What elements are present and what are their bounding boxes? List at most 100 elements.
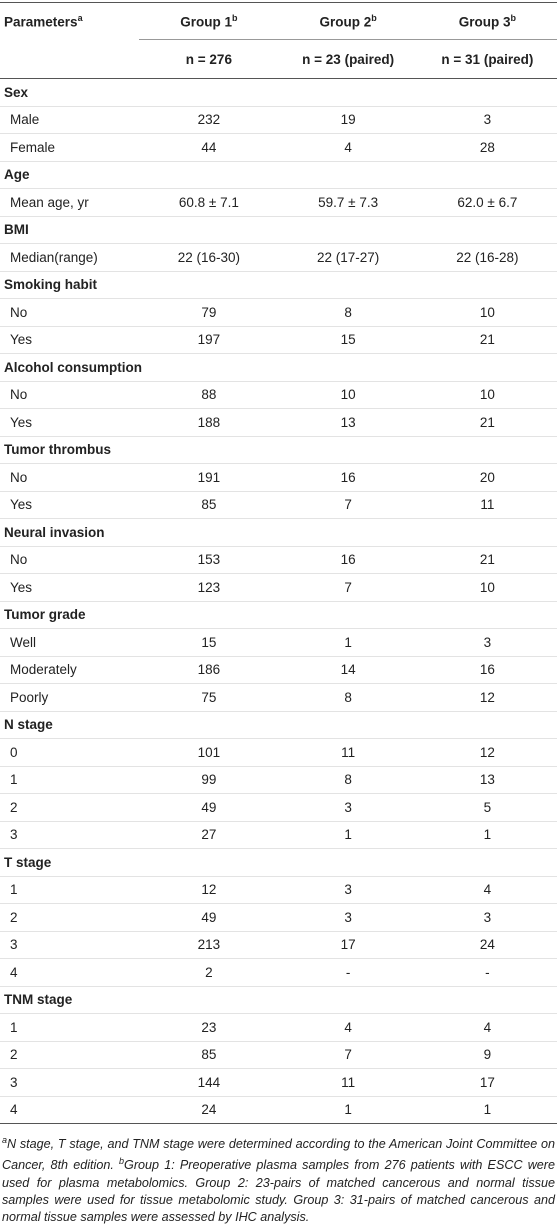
row-label: Male <box>0 106 140 134</box>
cell: 12 <box>417 738 557 767</box>
section-title: TNM stage <box>0 986 557 1014</box>
section-row: Tumor thrombus <box>0 436 557 464</box>
section-title: Smoking habit <box>0 271 557 299</box>
cell: 4 <box>417 1013 557 1042</box>
cell: 22 (16-28) <box>417 243 557 272</box>
data-row: Poorly 75 8 12 <box>0 683 557 712</box>
cell: 16 <box>278 546 418 574</box>
header-cell: Parametersa <box>0 2 140 40</box>
row-label: No <box>0 298 140 327</box>
row-label: 3 <box>0 821 140 849</box>
cell: 4 <box>278 133 418 162</box>
cell: 8 <box>278 683 418 712</box>
section-title: Tumor grade <box>0 601 557 629</box>
header-cell <box>0 39 140 79</box>
row-label: 4 <box>0 1096 140 1124</box>
header-text: Group 3 <box>458 14 511 30</box>
data-row: 2 49 3 3 <box>0 903 557 932</box>
data-row: Well 15 1 3 <box>0 628 557 657</box>
section-title: Alcohol consumption <box>0 353 557 382</box>
cell: 28 <box>417 133 557 162</box>
cell: - <box>278 958 418 987</box>
cell: 3 <box>417 628 557 657</box>
note-text: Group 1: Preoperative plasma samples fro… <box>2 1158 556 1225</box>
data-row: Male 232 19 3 <box>0 106 557 134</box>
cell: 11 <box>417 491 557 519</box>
cell: 1 <box>417 1096 557 1124</box>
cell: - <box>417 958 557 987</box>
row-label: 3 <box>0 1068 140 1097</box>
note-text: N stage, T stage, and TNM stage were det… <box>2 1137 555 1173</box>
row-label: Yes <box>0 491 140 519</box>
row-label: 0 <box>0 738 140 767</box>
cell: 21 <box>417 408 557 437</box>
cell: 15 <box>139 628 279 657</box>
cell: 3 <box>278 793 418 822</box>
data-row: 1 99 8 13 <box>0 766 557 794</box>
cell: 123 <box>139 573 279 602</box>
section-row: Neural invasion <box>0 518 557 547</box>
cell: 75 <box>139 683 279 712</box>
cell: 12 <box>417 683 557 712</box>
cell: 101 <box>139 738 279 767</box>
cell: 19 <box>278 106 418 134</box>
header-sup: b <box>371 12 377 23</box>
cell: 17 <box>417 1068 557 1097</box>
data-row: No 88 10 10 <box>0 381 557 409</box>
header-cell: Group 1b <box>139 2 279 40</box>
row-label: 2 <box>0 1041 140 1069</box>
section-row: Alcohol consumption <box>0 353 557 382</box>
cell: 13 <box>278 408 418 437</box>
section-title: BMI <box>0 216 557 244</box>
section-row: T stage <box>0 848 557 877</box>
cell: 1 <box>278 628 418 657</box>
data-row: Yes 197 15 21 <box>0 326 557 354</box>
cell: 21 <box>417 546 557 574</box>
cell: 22 (17-27) <box>278 243 418 272</box>
cell: 79 <box>139 298 279 327</box>
header-row: Parametersa Group 1b Group 2b Group 3b <box>0 2 557 40</box>
cell: 1 <box>417 821 557 849</box>
section-row: Age <box>0 161 557 189</box>
section-title: N stage <box>0 711 557 739</box>
cell: 153 <box>139 546 279 574</box>
cell: 10 <box>417 298 557 327</box>
cell: 3 <box>278 903 418 932</box>
row-label: No <box>0 381 140 409</box>
cell: 3 <box>417 903 557 932</box>
data-row: Female 44 4 28 <box>0 133 557 162</box>
row-label: No <box>0 546 140 574</box>
subheader-cell: n = 276 <box>139 39 279 79</box>
data-row: Yes 188 13 21 <box>0 408 557 437</box>
row-label: 2 <box>0 903 140 932</box>
cell: 2 <box>139 958 279 987</box>
data-row: Median(range) 22 (16-30) 22 (17-27) 22 (16-… <box>0 243 557 272</box>
cell: 16 <box>278 463 418 492</box>
cell: 14 <box>278 656 418 684</box>
cell: 4 <box>278 1013 418 1042</box>
data-row: Moderately 186 14 16 <box>0 656 557 684</box>
section-title: Age <box>0 161 557 189</box>
header-text: Group 1 <box>180 14 232 30</box>
cell: 9 <box>417 1041 557 1069</box>
cell: 12 <box>139 876 279 904</box>
cell: 188 <box>139 408 279 437</box>
cell: 22 (16-30) <box>139 243 279 272</box>
section-row: N stage <box>0 711 557 739</box>
cell: 49 <box>139 793 279 822</box>
row-label: Median(range) <box>0 243 140 272</box>
section-row: Sex <box>0 78 557 107</box>
cell: 23 <box>139 1013 279 1042</box>
cell: 232 <box>139 106 279 134</box>
cell: 59.7 ± 7.3 <box>278 188 418 217</box>
cell: 7 <box>278 1041 418 1069</box>
cell: 20 <box>417 463 557 492</box>
header-sup: a <box>77 13 83 23</box>
section-row: BMI <box>0 216 557 244</box>
cell: 10 <box>417 573 557 602</box>
row-label: 3 <box>0 931 140 959</box>
cell: 10 <box>278 381 418 409</box>
cell: 1 <box>278 821 418 849</box>
row-label: Mean age, yr <box>0 188 140 217</box>
